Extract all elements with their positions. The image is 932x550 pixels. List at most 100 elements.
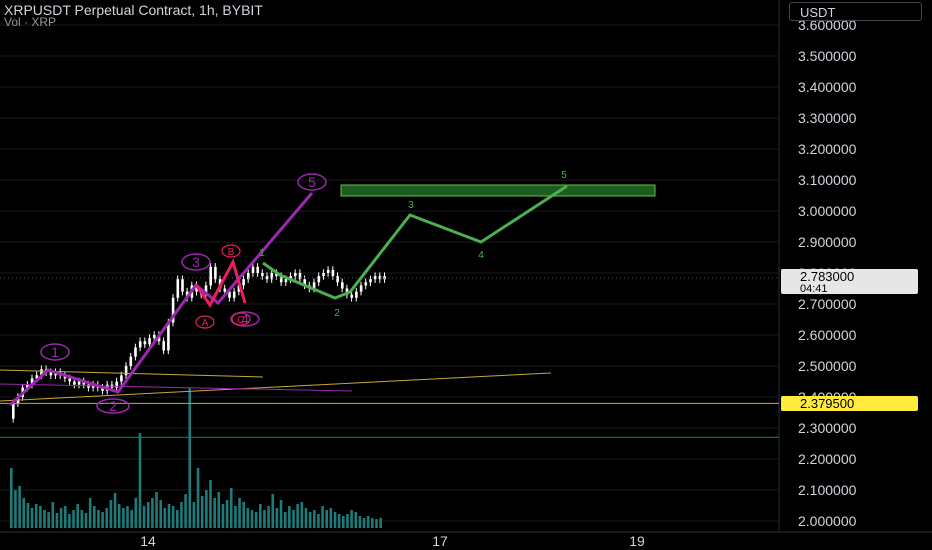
volume-bar (354, 512, 358, 528)
volume-bar (188, 388, 192, 528)
purple-wave-path (8, 192, 314, 407)
y-tick-label: 2.600000 (798, 327, 857, 343)
wave-label-circle (230, 311, 260, 327)
candle-body (232, 291, 236, 298)
candle-body (373, 276, 377, 280)
volume-bar (22, 498, 26, 528)
volume-bar (358, 516, 362, 528)
volume-bar (325, 510, 328, 528)
volume-bar (238, 498, 241, 528)
volume-bar (10, 468, 13, 528)
volume-bar (26, 503, 30, 528)
projection-label: 1 (259, 248, 265, 259)
volume-legend: Vol · XRP (4, 15, 57, 29)
candle-body (120, 375, 123, 382)
wave-label-circle (297, 173, 327, 191)
y-tick-label: 3.400000 (798, 79, 857, 95)
volume-bar (14, 490, 17, 528)
candle-body (101, 387, 104, 391)
candle-body (251, 266, 255, 273)
volume-bar (308, 512, 312, 528)
candle-body (237, 285, 241, 292)
wave-label-circle (40, 343, 70, 361)
current-price-value: 2.783000 (800, 269, 854, 284)
y-tick-label: 3.600000 (798, 17, 857, 33)
volume-bar (242, 502, 245, 528)
candle-body (214, 266, 217, 280)
volume-bar (30, 508, 34, 528)
y-tick-label: 3.200000 (798, 141, 857, 157)
volume-bar (180, 502, 183, 528)
volume-bar (379, 518, 382, 528)
x-tick-label: 14 (140, 533, 156, 549)
candle-body (153, 335, 156, 339)
candle-body (49, 372, 53, 376)
candle-body (336, 276, 339, 283)
candle-body (331, 269, 335, 277)
candle-body (303, 279, 306, 286)
y-tick-label: 3.100000 (798, 172, 857, 188)
correction-label-circle (221, 244, 241, 258)
currency-button[interactable]: USDT (789, 2, 922, 21)
y-tick-label: 3.500000 (798, 48, 857, 64)
candle-body (284, 279, 288, 283)
volume-bar (304, 508, 308, 528)
candle-body (181, 279, 184, 292)
candle-body (275, 273, 278, 277)
volume-bar (163, 508, 167, 528)
volume-bar (321, 506, 324, 528)
candle-body (82, 381, 86, 385)
candle-body (204, 285, 208, 295)
volume-bar (267, 506, 270, 528)
volume-bar (159, 500, 162, 528)
volume-bar (342, 516, 345, 528)
volume-bar (317, 514, 320, 528)
candle-body (68, 378, 71, 382)
volume-bar (371, 518, 374, 528)
candle-body (261, 273, 264, 277)
candle-body (256, 266, 259, 273)
chart-title: XRPUSDT Perpetual Contract, 1h, BYBIT (4, 2, 263, 18)
x-tick-label: 19 (629, 533, 645, 549)
volume-bar (283, 512, 287, 528)
volume-bar (97, 510, 100, 528)
volume-bar (93, 506, 96, 528)
wave-label: 4 (241, 311, 249, 327)
volume-bar (117, 504, 121, 528)
volume-bar (184, 494, 187, 528)
correction-label: A (202, 318, 209, 329)
volume-bar (130, 510, 133, 528)
correction-label: B (228, 247, 235, 258)
volume-bar (59, 508, 63, 528)
volume-bar (246, 508, 250, 528)
volume-bar (18, 486, 21, 528)
correction-label: C (237, 315, 244, 326)
projection-label: 3 (408, 200, 414, 211)
y-tick-label: 2.500000 (798, 358, 857, 374)
volume-bar (34, 504, 38, 528)
current-price-badge (781, 269, 918, 294)
wave-label: 2 (109, 398, 117, 414)
candle-body (115, 381, 118, 388)
candle-body (312, 282, 316, 289)
candle-body (369, 279, 372, 283)
volume-bar (63, 506, 67, 528)
volume-bar (259, 504, 262, 528)
candle-body (270, 273, 274, 280)
y-tick-label: 2.200000 (798, 451, 857, 467)
candle-body (40, 369, 43, 376)
volume-bar (138, 433, 142, 528)
candle-body (322, 273, 325, 277)
volume-bar (346, 514, 349, 528)
candle-body (73, 381, 76, 385)
volume-bar (134, 498, 138, 528)
volume-bar (296, 504, 299, 528)
candle-body (143, 341, 147, 345)
candle-body (265, 276, 269, 280)
red-correction-path (194, 258, 247, 308)
candle-body (326, 269, 330, 273)
candle-body (341, 282, 344, 289)
volume-bar (275, 508, 279, 528)
volume-bar (362, 518, 366, 528)
